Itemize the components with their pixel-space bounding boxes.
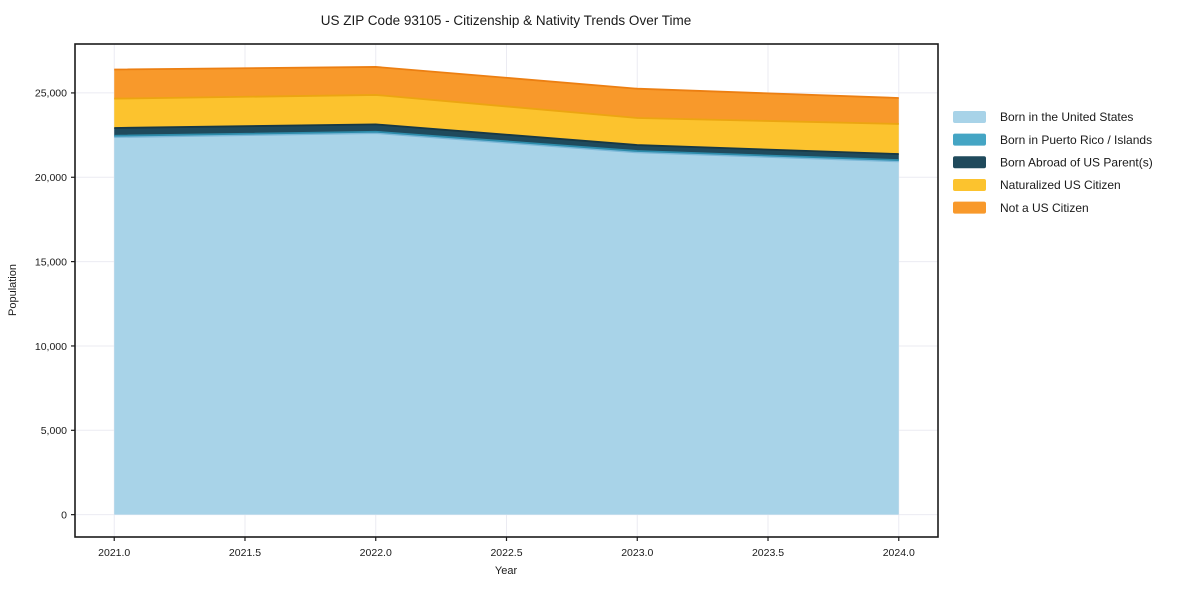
area-edge-born-in-puerto-rico-islands: [114, 130, 899, 161]
legend-label-born-abroad-of-us-parent-s: Born Abroad of US Parent(s): [1000, 156, 1153, 170]
x-tick-label: 2021.5: [229, 547, 261, 559]
y-tick-label: 25,000: [35, 88, 67, 100]
legend-swatch-naturalized-us-citizen: [953, 178, 986, 191]
x-tick-label: 2022.5: [490, 547, 522, 559]
area-edge-lines: [114, 66, 899, 163]
x-tick-label: 2021.0: [98, 547, 130, 559]
area-edge-not-a-us-citizen: [114, 66, 899, 99]
x-tick-label: 2023.5: [752, 547, 784, 559]
legend: Born in the United States Born in Puerto …: [953, 110, 1153, 215]
area-not-a-us-citizen: [114, 66, 899, 124]
legend-entry-naturalized-us-citizen: Naturalized US Citizen: [953, 178, 1121, 192]
x-tick-labels: 2021.0 2021.5 2022.0 2022.5 2023.0 2023.5 2024…: [98, 547, 915, 559]
legend-label-born-in-puerto-rico-islands: Born in Puerto Rico / Islands: [1000, 133, 1152, 147]
legend-label-born-in-the-united-states: Born in the United States: [1000, 110, 1133, 124]
chart-title: US ZIP Code 93105 - Citizenship & Nativi…: [321, 13, 691, 28]
legend-entry-born-in-the-united-states: Born in the United States: [953, 110, 1133, 124]
x-tick-label: 2024.0: [883, 547, 915, 559]
legend-swatch-born-abroad-of-us-parent-s: [953, 156, 986, 169]
area-naturalized-us-citizen: [114, 94, 899, 155]
y-tick-label: 5,000: [41, 425, 67, 437]
legend-label-not-a-us-citizen: Not a US Citizen: [1000, 201, 1089, 215]
legend-swatch-born-in-the-united-states: [953, 111, 986, 123]
area-edge-born-in-the-united-states: [114, 132, 899, 163]
y-tick-label: 20,000: [35, 172, 67, 184]
y-tick-label: 10,000: [35, 341, 67, 353]
area-edge-naturalized-us-citizen: [114, 94, 899, 125]
y-tick-labels: 0 5,000 10,000 15,000 20,000 25,000: [35, 88, 67, 522]
axis-ticks: [71, 92, 900, 541]
y-tick-label: 15,000: [35, 256, 67, 268]
area-edge-born-abroad-of-us-parent-s: [114, 123, 899, 155]
x-axis-label: Year: [495, 565, 518, 577]
y-tick-label: 0: [61, 509, 67, 521]
x-tick-label: 2022.0: [360, 547, 392, 559]
legend-swatch-not-a-us-citizen: [953, 201, 986, 214]
area-born-abroad-of-us-parent-s: [114, 124, 899, 161]
legend-label-naturalized-us-citizen: Naturalized US Citizen: [1000, 178, 1121, 192]
legend-entry-born-in-puerto-rico-islands: Born in Puerto Rico / Islands: [953, 133, 1152, 147]
x-tick-label: 2023.0: [621, 547, 653, 559]
area-born-in-the-united-states: [114, 133, 899, 515]
legend-entry-born-abroad-of-us-parent-s: Born Abroad of US Parent(s): [953, 156, 1153, 170]
y-axis-label: Population: [7, 264, 19, 316]
legend-entry-not-a-us-citizen: Not a US Citizen: [953, 201, 1089, 215]
legend-swatch-born-in-puerto-rico-islands: [953, 133, 986, 146]
